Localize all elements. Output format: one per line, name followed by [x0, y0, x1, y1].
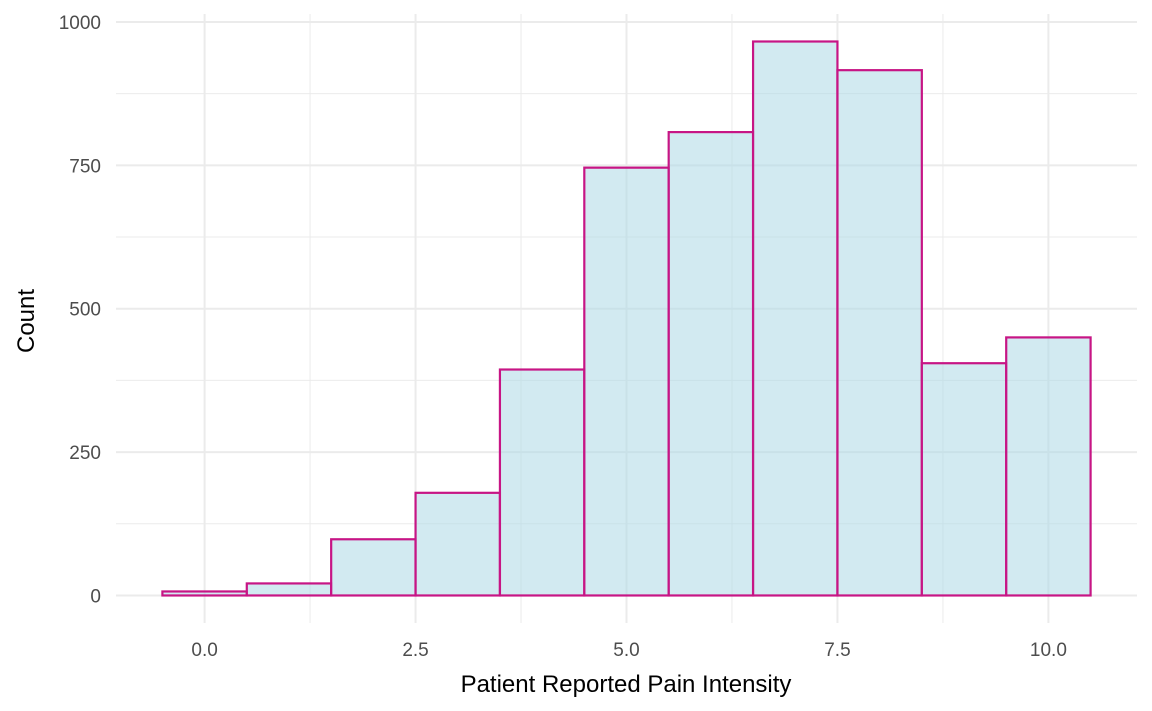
- x-axis-ticks: 0.0 2.5 5.0 7.5 10.0: [191, 640, 1067, 661]
- histogram-bar: [414, 491, 502, 597]
- y-tick-label: 500: [69, 300, 101, 321]
- y-axis-ticks: 0 250 500 750 1000: [59, 13, 101, 607]
- histogram-bar: [161, 590, 248, 597]
- x-axis-title: Patient Reported Pain Intensity: [461, 671, 792, 698]
- y-tick-label: 250: [69, 443, 101, 464]
- histogram-bar: [498, 368, 586, 597]
- y-axis-title: Count: [13, 289, 40, 353]
- x-tick-label: 7.5: [824, 640, 850, 661]
- histogram-bar: [751, 40, 839, 597]
- histogram-bar: [920, 362, 1008, 597]
- histogram-bar: [330, 538, 417, 597]
- x-tick-label: 10.0: [1030, 640, 1067, 661]
- histogram-bar: [667, 131, 755, 597]
- y-tick-label: 750: [69, 156, 101, 177]
- x-tick-label: 2.5: [402, 640, 428, 661]
- histogram-bar: [836, 69, 923, 597]
- histogram-bar: [1005, 336, 1092, 597]
- y-tick-label: 1000: [59, 13, 101, 34]
- x-tick-label: 0.0: [191, 640, 217, 661]
- histogram-bar: [245, 582, 333, 597]
- y-tick-label: 0: [90, 586, 101, 607]
- x-tick-label: 5.0: [613, 640, 639, 661]
- histogram-bar: [583, 166, 670, 597]
- histogram-bars: [161, 40, 1092, 597]
